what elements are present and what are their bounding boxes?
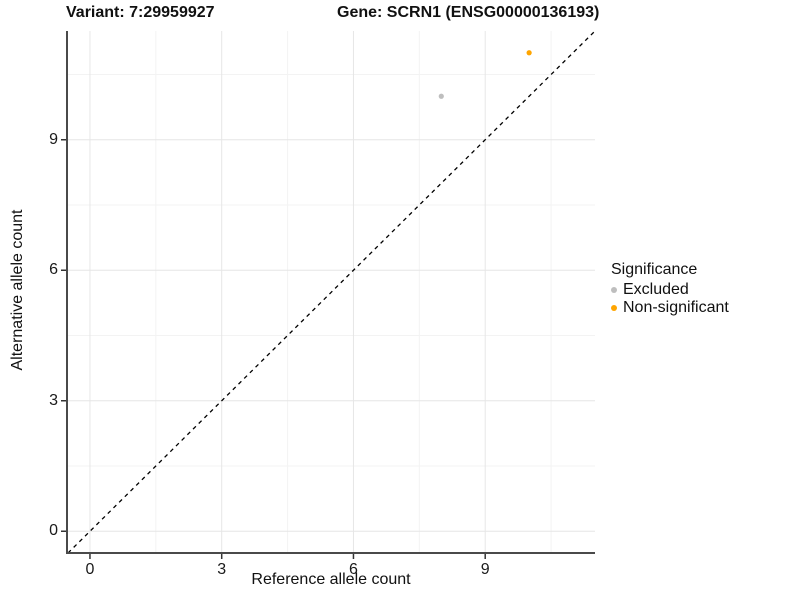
x-axis-label: Reference allele count <box>251 571 411 588</box>
legend-dot-icon <box>611 305 617 311</box>
y-tick-label: 3 <box>49 391 58 409</box>
legend-title: Significance <box>611 261 698 278</box>
legend: Significance Excluded Non-significant <box>611 261 729 317</box>
legend-items: Excluded Non-significant <box>611 281 729 317</box>
y-tick-label: 9 <box>49 130 58 148</box>
legend-item-label: Non-significant <box>623 299 729 316</box>
y-axis-label: Alternative allele count <box>9 209 26 371</box>
y-tick-label: 6 <box>49 261 58 279</box>
plot-title-variant: Variant: 7:29959927 <box>66 4 215 21</box>
legend-item-label: Excluded <box>623 281 689 298</box>
y-tick-label: 0 <box>49 522 58 540</box>
x-tick-label: 6 <box>349 561 358 578</box>
legend-item-non-significant: Non-significant <box>611 299 729 317</box>
legend-item-excluded: Excluded <box>611 281 729 299</box>
data-point-excluded <box>438 93 444 99</box>
x-tick-label: 0 <box>85 561 95 578</box>
identity-reference-line <box>67 30 596 554</box>
data-point-non-significant <box>526 50 532 56</box>
x-tick-label: 3 <box>217 561 227 578</box>
legend-dot-icon <box>611 287 617 293</box>
plot-title-gene: Gene: SCRN1 (ENSG00000136193) <box>337 4 600 21</box>
x-tick-label: 9 <box>480 561 490 578</box>
